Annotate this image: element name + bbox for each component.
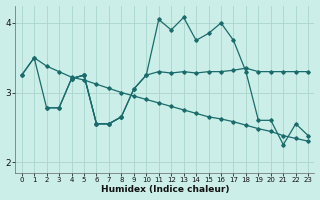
X-axis label: Humidex (Indice chaleur): Humidex (Indice chaleur) bbox=[101, 185, 229, 194]
